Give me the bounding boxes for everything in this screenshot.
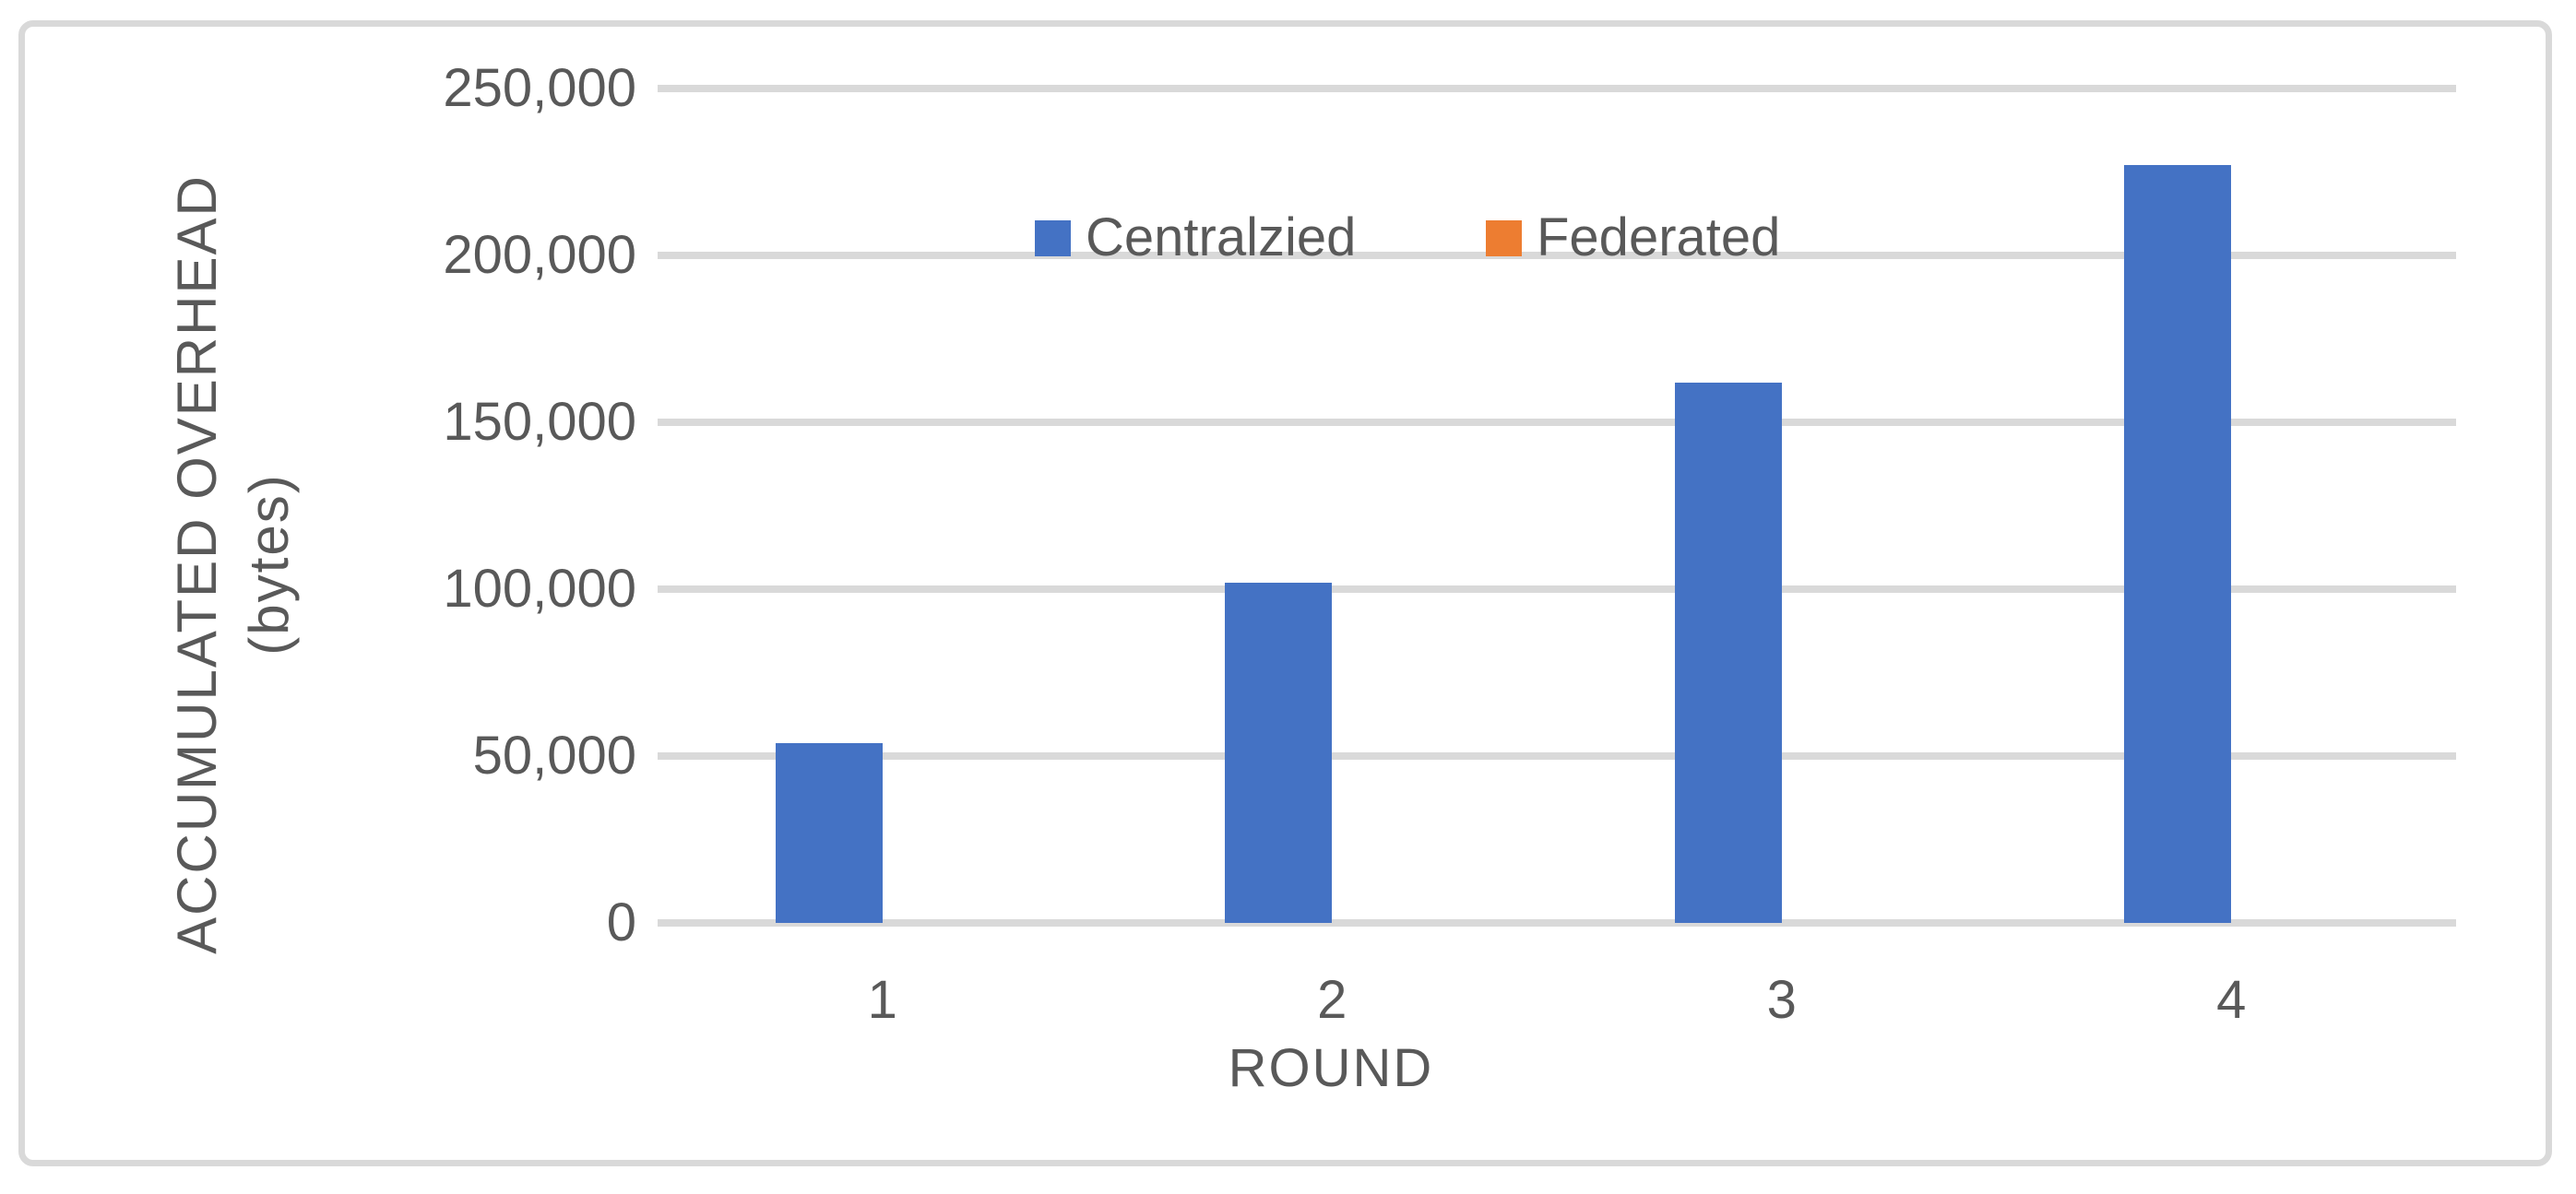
legend-swatch-federated [1486, 219, 1522, 256]
bar-centralzied-round-3 [1674, 382, 1782, 923]
y-tick-label: 100,000 [443, 559, 636, 619]
y-axis-title-line1: ACCUMULATED OVERHEAD [166, 174, 228, 954]
x-tick-label-round-4: 4 [2216, 970, 2247, 1030]
y-tick-label: 200,000 [443, 225, 636, 285]
legend-swatch-centralzied [1035, 219, 1071, 256]
y-axis-title-line2: (bytes) [238, 473, 300, 656]
bar-centralzied-round-2 [1225, 582, 1333, 923]
gridline-y-200000 [658, 252, 2456, 259]
gridline-y-50000 [658, 752, 2456, 760]
gridline-y-150000 [658, 419, 2456, 426]
y-tick-label: 250,000 [443, 58, 636, 118]
y-tick-label: 50,000 [472, 726, 636, 786]
x-axis-title: ROUND [1228, 1038, 1434, 1098]
x-tick-label-round-3: 3 [1766, 970, 1797, 1030]
bar-centralzied-round-4 [2124, 165, 2232, 923]
legend-label-centralzied: Centralzied [1086, 207, 1357, 267]
gridline-y-100000 [658, 585, 2456, 593]
x-tick-label-round-2: 2 [1317, 970, 1347, 1030]
y-tick-label: 150,000 [443, 392, 636, 452]
legend-label-federated: Federated [1537, 207, 1781, 267]
legend-item-centralzied: Centralzied [1035, 210, 1356, 266]
x-tick-label-round-1: 1 [867, 970, 897, 1030]
y-tick-label: 0 [606, 893, 636, 952]
y-axis-title: ACCUMULATED OVERHEAD (bytes) [161, 174, 305, 954]
gridline-y-250000 [658, 85, 2456, 92]
gridline-y-0 [658, 919, 2456, 927]
bar-centralzied-round-1 [775, 742, 883, 923]
legend-item-federated: Federated [1486, 210, 1780, 266]
